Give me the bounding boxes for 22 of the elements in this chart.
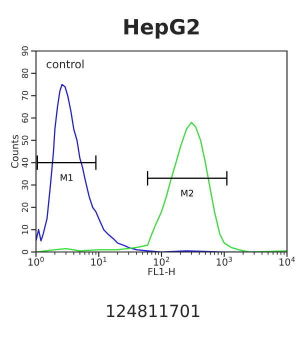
x-tick-label: 10$^{0}$ (28, 256, 44, 266)
chart-title: HepG2 (124, 18, 199, 39)
y-tick-label: 10 (22, 224, 28, 234)
y-tick-label: 60 (22, 113, 28, 123)
y-tick-label: 90 (22, 46, 28, 56)
x-tick-label: 10$^{4}$ (280, 256, 295, 266)
text: 124811701 (107, 304, 200, 318)
y-tick-label: 30 (22, 180, 28, 190)
annotation: control (46, 60, 84, 68)
series-label: M2 (181, 190, 194, 196)
y-tick-label: 50 (22, 136, 28, 145)
series-label: M1 (60, 174, 73, 181)
y-tick-label: 20 (22, 202, 28, 212)
x-tick-label: 10$^{1}$ (91, 256, 106, 266)
x-tick-label: 10$^{2}$ (154, 256, 170, 266)
y-tick-label: 0 (22, 250, 28, 254)
y-tick-label: 70 (22, 90, 28, 100)
x-tick-label: 10$^{3}$ (216, 256, 232, 266)
x-axis-title: FL1-H (148, 268, 175, 276)
y-axis-title: Counts (11, 135, 18, 168)
y-tick-label: 80 (22, 68, 28, 78)
y-tick-label: 40 (22, 158, 28, 168)
